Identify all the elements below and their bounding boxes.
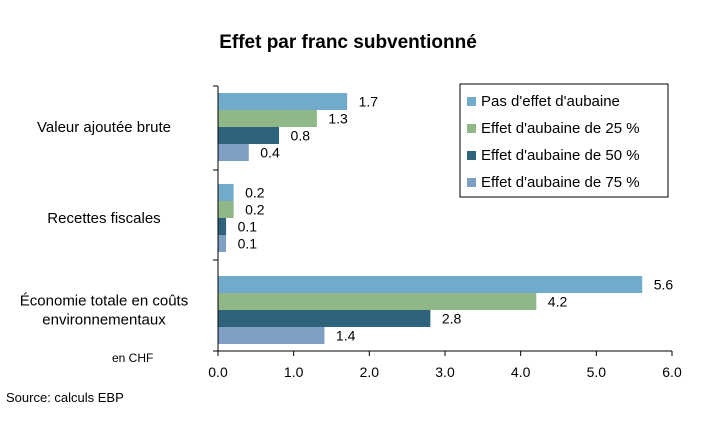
bar <box>218 218 227 235</box>
category-label: Économie totale en coûts <box>20 293 188 310</box>
data-label: 0.2 <box>245 202 265 218</box>
category-label: environnementaux <box>42 312 166 329</box>
x-tick-label: 0.0 <box>208 364 228 380</box>
data-label: 2.8 <box>442 311 462 327</box>
data-label: 0.1 <box>238 219 258 235</box>
bar <box>218 93 348 110</box>
legend-swatch <box>467 124 476 133</box>
bar <box>218 144 249 161</box>
category-label: Recettes fiscales <box>47 210 160 227</box>
bar <box>218 201 234 218</box>
legend-entry: Effet d'aubaine de 75 % <box>481 174 640 191</box>
legend-swatch <box>467 97 476 106</box>
category-label: Valeur ajoutée brute <box>37 119 171 136</box>
bar <box>218 310 431 327</box>
bar <box>218 235 227 252</box>
plot-area: 0.0 1.0 2.0 3.0 4.0 5.0 6.0 Valeur ajoutée brut… <box>20 85 682 380</box>
data-label: 0.2 <box>245 185 265 201</box>
data-label: 1.3 <box>328 111 348 127</box>
legend-swatch <box>467 178 476 187</box>
unit-label: en CHF <box>112 351 153 365</box>
legend-swatch <box>467 151 476 160</box>
bar <box>218 127 280 144</box>
x-tick-label: 6.0 <box>662 364 682 380</box>
data-label: 5.6 <box>654 277 674 293</box>
data-label: 1.4 <box>336 328 356 344</box>
data-label: 0.8 <box>291 128 311 144</box>
bar <box>218 184 234 201</box>
legend-entry: Pas d'effet d'aubaine <box>481 93 620 110</box>
x-tick-label: 1.0 <box>284 364 304 380</box>
x-tick-label: 5.0 <box>587 364 607 380</box>
x-tick-label: 4.0 <box>511 364 531 380</box>
legend-entry: Effet d'aubaine de 50 % <box>481 147 640 164</box>
bar <box>218 110 317 127</box>
x-tick-label: 3.0 <box>435 364 455 380</box>
x-tick-label: 2.0 <box>360 364 380 380</box>
legend: Pas d'effet d'aubaine Effet d'aubaine de … <box>459 83 669 198</box>
bar <box>218 293 537 310</box>
bar <box>218 276 643 293</box>
data-label: 0.1 <box>238 236 258 252</box>
data-label: 0.4 <box>260 145 280 161</box>
chart-title: Effet par franc subventionné <box>219 32 477 53</box>
source-note: Source: calculs EBP <box>6 390 124 405</box>
bar <box>218 327 325 344</box>
legend-entry: Effet d'aubaine de 25 % <box>481 120 640 137</box>
legend-box <box>459 83 669 198</box>
data-label: 4.2 <box>548 294 568 310</box>
data-label: 1.7 <box>359 94 379 110</box>
